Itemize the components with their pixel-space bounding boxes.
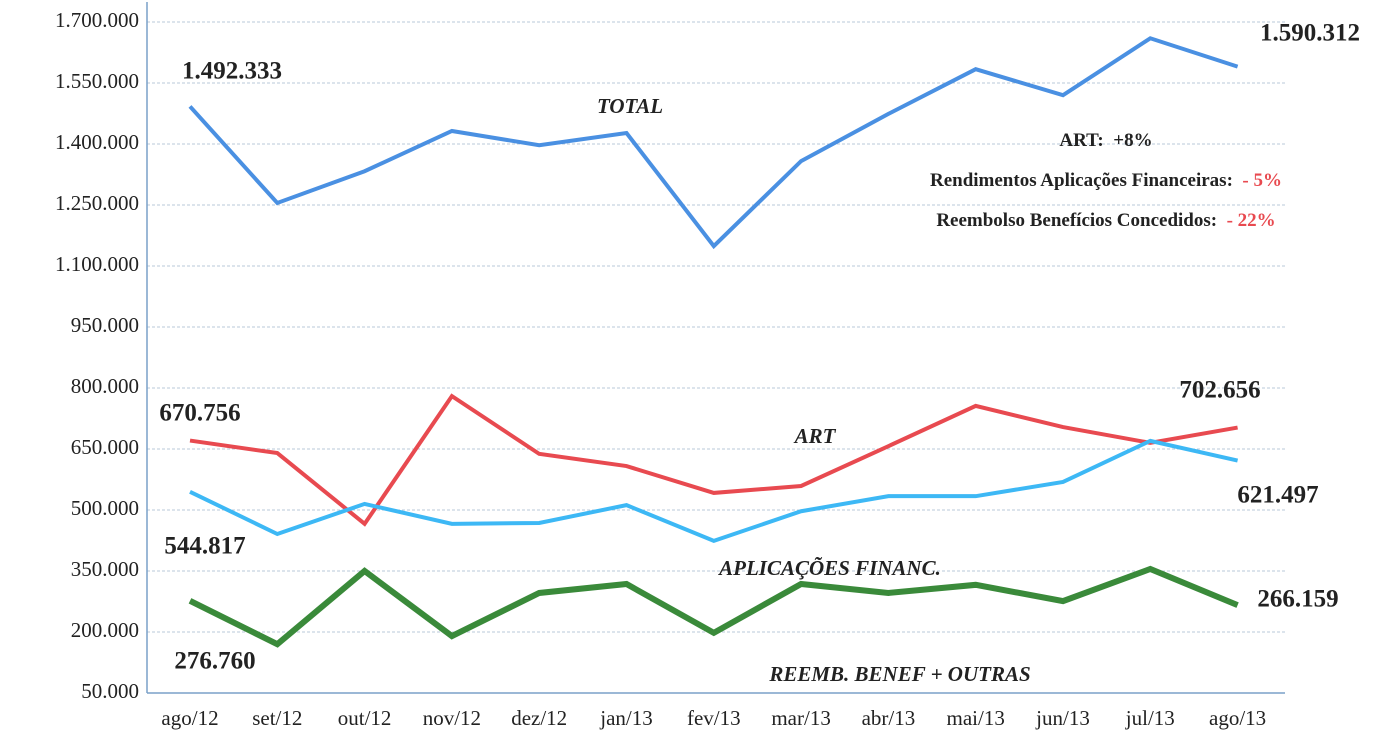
x-tick-label: jun/13 xyxy=(1035,706,1090,730)
y-tick-label: 50.000 xyxy=(81,679,139,703)
x-tick-label: nov/12 xyxy=(423,706,481,730)
value-label: 670.756 xyxy=(159,400,240,427)
annotation-label: Reembolso Benefícios Concedidos: xyxy=(936,210,1217,231)
value-label: 544.817 xyxy=(164,533,245,560)
series-line xyxy=(188,565,1239,648)
x-tick-label: jul/13 xyxy=(1125,706,1175,730)
x-tick-label: ago/13 xyxy=(1209,706,1266,730)
value-label: 266.159 xyxy=(1257,586,1338,613)
value-label: 621.497 xyxy=(1237,482,1318,509)
y-tick-label: 1.100.000 xyxy=(55,252,139,276)
x-tick-label: mai/13 xyxy=(947,706,1005,730)
y-tick-label: 350.000 xyxy=(71,557,139,581)
x-tick-label: out/12 xyxy=(338,706,392,730)
x-tick-label: abr/13 xyxy=(862,706,916,730)
x-tick-label: dez/12 xyxy=(511,706,567,730)
x-tick-label: jan/13 xyxy=(599,706,653,730)
y-tick-label: 950.000 xyxy=(71,313,139,337)
x-tick-label: set/12 xyxy=(252,706,302,730)
series-line xyxy=(189,438,1239,544)
series-name: APLICAÇÕES FINANC. xyxy=(717,556,941,580)
y-tick-label: 500.000 xyxy=(71,496,139,520)
annotation-label: ART: xyxy=(1059,130,1103,151)
annotation: Rendimentos Aplicações Financeiras: - 5% xyxy=(930,170,1282,191)
annotation-change: +8% xyxy=(1113,130,1152,151)
value-label: 702.656 xyxy=(1179,377,1260,404)
annotation-change: - 22% xyxy=(1227,210,1276,231)
x-tick-label: ago/12 xyxy=(161,706,218,730)
y-tick-label: 1.250.000 xyxy=(55,191,139,215)
series-name: ART xyxy=(793,424,837,448)
annotation: ART: +8% xyxy=(1059,130,1152,151)
annotation-label: Rendimentos Aplicações Financeiras: xyxy=(930,170,1233,191)
x-tick-label: mar/13 xyxy=(771,706,830,730)
y-tick-label: 200.000 xyxy=(71,618,139,642)
y-tick-label: 1.700.000 xyxy=(55,8,139,32)
annotation: Reembolso Benefícios Concedidos: - 22% xyxy=(936,210,1275,231)
annotation-change: - 5% xyxy=(1242,170,1282,191)
series-name: TOTAL xyxy=(597,94,663,118)
y-tick-label: 800.000 xyxy=(71,374,139,398)
value-label: 1.590.312 xyxy=(1260,20,1360,47)
series-name: REEMB. BENEF + OUTRAS xyxy=(768,662,1030,686)
y-tick-label: 1.400.000 xyxy=(55,130,139,154)
x-tick-label: fev/13 xyxy=(687,706,741,730)
series-line xyxy=(189,393,1238,527)
value-label: 276.760 xyxy=(174,648,255,675)
y-tick-label: 650.000 xyxy=(71,435,139,459)
series-line xyxy=(188,36,1239,250)
y-tick-label: 1.550.000 xyxy=(55,69,139,93)
value-label: 1.492.333 xyxy=(182,58,282,85)
